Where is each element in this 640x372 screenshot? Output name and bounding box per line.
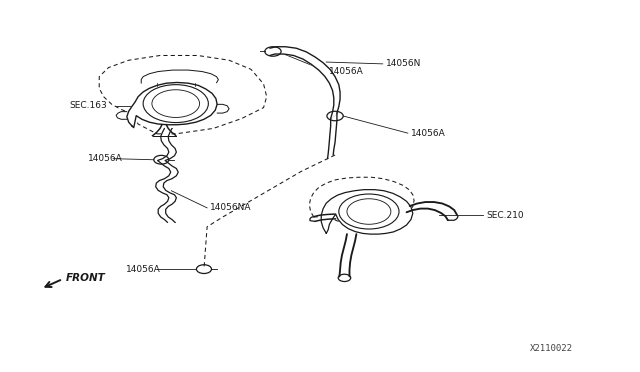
Text: X2110022: X2110022 bbox=[530, 344, 573, 353]
Text: SEC.163: SEC.163 bbox=[69, 101, 107, 110]
Text: SEC.210: SEC.210 bbox=[486, 211, 524, 219]
Text: 14056A: 14056A bbox=[88, 154, 123, 163]
Text: 14056NA: 14056NA bbox=[211, 203, 252, 212]
Polygon shape bbox=[156, 128, 179, 222]
Text: 14056A: 14056A bbox=[411, 129, 445, 138]
Polygon shape bbox=[270, 47, 340, 119]
Text: 14056N: 14056N bbox=[386, 60, 421, 68]
Text: FRONT: FRONT bbox=[66, 273, 106, 283]
Polygon shape bbox=[127, 83, 217, 128]
Text: 14056A: 14056A bbox=[330, 67, 364, 76]
Polygon shape bbox=[321, 190, 413, 234]
Text: 14056A: 14056A bbox=[125, 264, 160, 274]
